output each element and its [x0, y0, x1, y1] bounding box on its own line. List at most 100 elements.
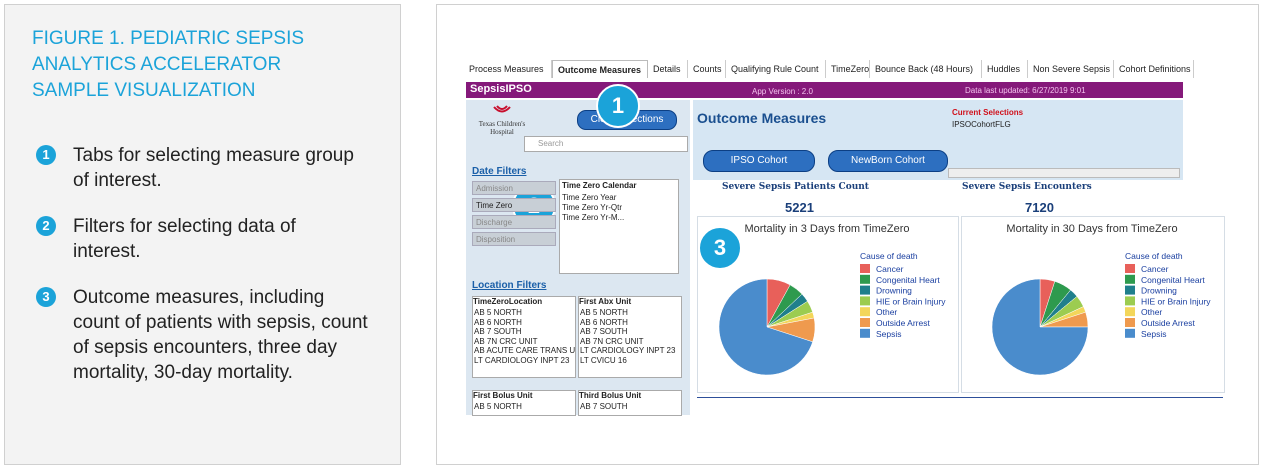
divider [697, 397, 1223, 398]
search-box[interactable] [524, 136, 688, 152]
list-title: First Abx Unit [579, 297, 632, 306]
calendar-box [559, 179, 679, 274]
calendar-item: Time Zero Yr-Qtr [562, 203, 623, 212]
list-item: AB 5 NORTH [474, 308, 522, 317]
scrollbar [948, 168, 1180, 178]
legend-label: Drowning [1141, 286, 1177, 296]
kpi-value: 7120 [1025, 200, 1054, 215]
date-button[interactable]: Admission [472, 181, 556, 195]
legend-swatch [1125, 285, 1135, 295]
bullet: 3 [36, 287, 56, 307]
logo-icon [493, 105, 511, 113]
bullet: 1 [36, 145, 56, 165]
legend-label: Congenital Heart [1141, 275, 1205, 285]
list-item: AB 7N CRC UNIT [580, 336, 644, 346]
figure-title: FIGURE 1. PEDIATRIC SEPSIS ANALYTICS ACC… [32, 28, 305, 101]
cohort-button[interactable]: IPSO Cohort [703, 150, 815, 172]
cohort-button[interactable]: NewBorn Cohort [828, 150, 948, 172]
legend-swatch [860, 285, 870, 295]
list-item: AB 5 NORTH [474, 402, 522, 411]
calendar-title: Time Zero Calendar [562, 181, 637, 190]
list-item: LT CARDIOLOGY INPT 23 [474, 355, 570, 365]
pie-slice [991, 278, 1089, 376]
list-box [578, 390, 682, 416]
list-box [578, 296, 682, 378]
legend-label: Outside Arrest [876, 318, 930, 328]
tab[interactable]: Huddles [982, 60, 1028, 78]
legend-label: Drowning [876, 286, 912, 296]
tab[interactable]: Cohort Definitions [1114, 60, 1194, 78]
list-title: First Bolus Unit [473, 391, 533, 400]
legend-title: Cause of death [860, 251, 918, 261]
kpi-label: Severe Sepsis Patients Count [722, 182, 869, 192]
legend-label: Cancer [1141, 264, 1169, 274]
legend-swatch [860, 274, 870, 284]
tab[interactable]: Process Measures [464, 60, 552, 78]
list-title: Third Bolus Unit [579, 391, 642, 400]
tab[interactable]: Counts [688, 60, 726, 78]
current-selection: IPSOCohortFLG [952, 120, 1011, 129]
caption-panel [4, 4, 401, 465]
list-item: AB 7 SOUTH [580, 402, 628, 411]
legend-label: Cancer [876, 264, 904, 274]
calendar-item: Time Zero Yr-M... [562, 213, 625, 222]
list-box [472, 390, 576, 416]
list-item: LT CARDIOLOGY INPT 23 [580, 346, 676, 355]
legend-label: HIE or Brain Injury [876, 296, 946, 306]
legend-swatch [860, 318, 870, 327]
screenshot-panel [436, 4, 1259, 465]
list-item: AB 6 NORTH [580, 317, 628, 327]
logo: Texas Children's Hospital [478, 120, 526, 136]
callout: 3 [698, 226, 742, 270]
app-header [466, 82, 1183, 98]
tab[interactable]: Details [648, 60, 688, 78]
list-title: TimeZeroLocation [473, 297, 543, 306]
list-item: AB ACUTE CARE TRANS U [474, 346, 576, 355]
legend-label: HIE or Brain Injury [1141, 296, 1211, 306]
chart-title: Mortality in 30 Days from TimeZero [1006, 223, 1177, 235]
legend-swatch [860, 328, 870, 338]
legend-label: Other [876, 307, 897, 317]
legend-label: Other [1141, 307, 1162, 317]
item-text: Filters for selecting data of interest. [73, 216, 296, 262]
list-item: AB 5 NORTH [580, 308, 628, 317]
legend-swatch [860, 296, 870, 306]
legend-swatch [1125, 264, 1135, 273]
item-text: Tabs for selecting measure group of inte… [73, 145, 354, 191]
kpi-value: 5221 [785, 200, 814, 215]
item-text: Outcome measures, including count of pat… [73, 287, 368, 383]
legend-swatch [1125, 296, 1135, 306]
legend-swatch [860, 307, 870, 317]
app-updated: Data last updated: 6/27/2019 9:01 [965, 86, 1086, 95]
list-item: AB 7 SOUTH [580, 327, 628, 336]
callout: 1 [596, 84, 640, 128]
list-item: AB 6 NORTH [474, 317, 522, 327]
current-selections-title: Current Selections [952, 108, 1024, 117]
legend-label: Sepsis [1141, 329, 1167, 339]
list-item: LT CVICU 16 [580, 355, 627, 365]
date-button[interactable]: Discharge [472, 215, 556, 229]
tab[interactable]: Non Severe Sepsis [1028, 60, 1114, 78]
tab[interactable]: TimeZero [826, 60, 870, 78]
tab[interactable]: Outcome Measures [552, 60, 648, 78]
tab[interactable]: Qualifying Rule Count [726, 60, 826, 78]
calendar-item: Time Zero Year [562, 193, 617, 202]
date-filters-title: Date Filters [472, 166, 527, 177]
legend-label: Congenital Heart [876, 275, 940, 285]
legend-swatch [1125, 318, 1135, 327]
outcome-title: Outcome Measures [697, 110, 827, 126]
date-button[interactable]: Disposition [472, 232, 556, 246]
location-filters-title: Location Filters [472, 280, 547, 291]
list-box [472, 296, 576, 378]
app-version: App Version : 2.0 [752, 87, 813, 96]
pie-slice [718, 278, 813, 376]
date-button[interactable]: Time Zero [472, 198, 556, 212]
chart-title: Mortality in 3 Days from TimeZero [744, 223, 909, 235]
legend-label: Outside Arrest [1141, 318, 1195, 328]
legend-swatch [1125, 274, 1135, 284]
legend-swatch [1125, 328, 1135, 338]
bullet: 2 [36, 216, 56, 236]
tab[interactable]: Bounce Back (48 Hours) [870, 60, 982, 78]
